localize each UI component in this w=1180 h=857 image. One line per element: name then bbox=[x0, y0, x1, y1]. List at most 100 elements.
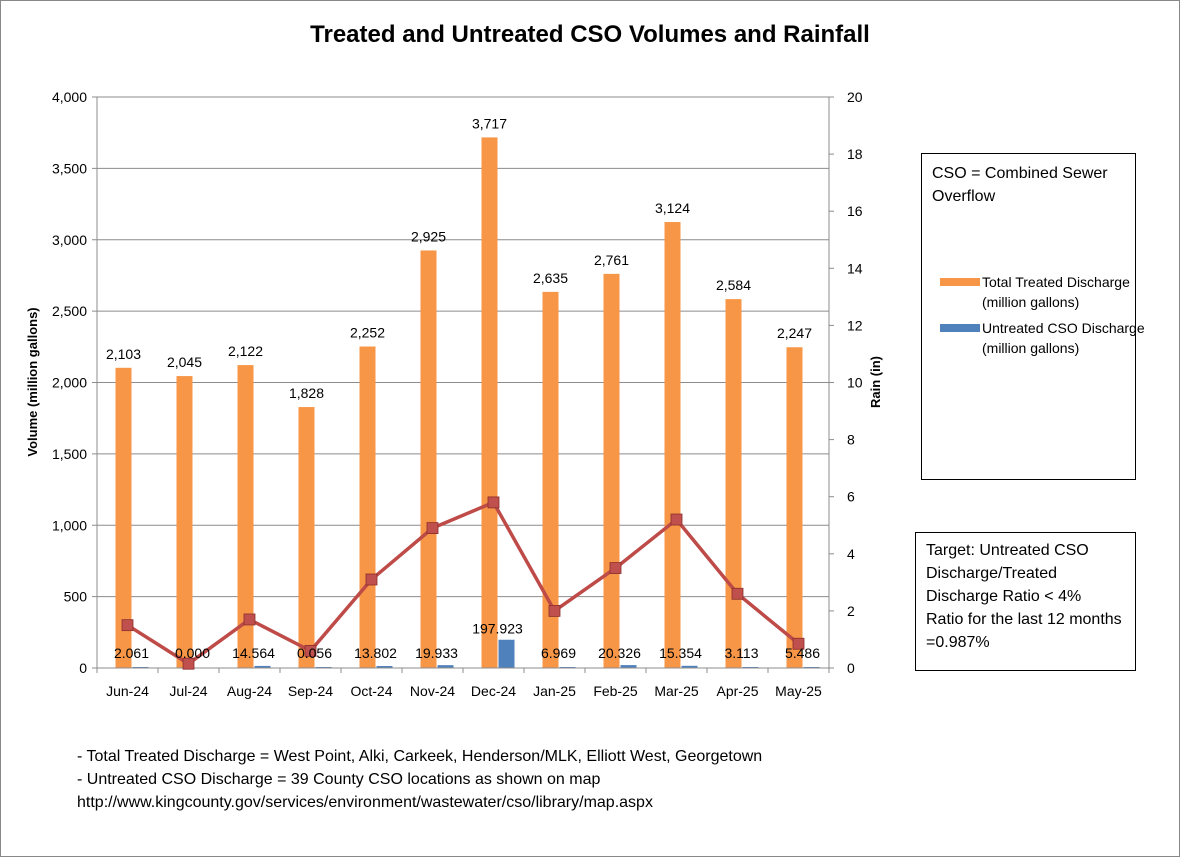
bar-treated-jun-24 bbox=[115, 367, 132, 668]
footnote-url[interactable]: http://www.kingcounty.gov/services/envir… bbox=[77, 794, 653, 811]
y-right-tick-label: 0 bbox=[847, 660, 855, 676]
label-untreated-oct-24: 13.802 bbox=[354, 645, 397, 661]
rain-marker-oct-24 bbox=[365, 573, 378, 586]
label-untreated-jun-24: 2.061 bbox=[114, 645, 149, 661]
label-treated-jun-24: 2,103 bbox=[106, 346, 141, 362]
y-right-tick-label: 8 bbox=[847, 432, 855, 448]
y-right-tick-label: 20 bbox=[847, 89, 863, 105]
bar-treated-dec-24 bbox=[481, 137, 498, 668]
bar-untreated-dec-24 bbox=[498, 639, 515, 668]
bar-treated-feb-25 bbox=[603, 273, 620, 668]
label-treated-mar-25: 3,124 bbox=[655, 200, 690, 216]
axes: 0 500 1,000 1,500 2,000 2,500 3,000 3,500 4,000 0… bbox=[52, 89, 863, 699]
legend-swatch-untreated bbox=[940, 324, 980, 332]
y-right-tick-label: 12 bbox=[847, 317, 863, 333]
bar-treated-nov-24 bbox=[420, 250, 437, 669]
bar-untreated-aug-24 bbox=[254, 665, 271, 668]
bar-untreated-feb-25 bbox=[620, 665, 637, 668]
rain-marker-jun-24 bbox=[121, 619, 134, 632]
label-untreated-sep-24: 0.056 bbox=[297, 645, 332, 661]
label-treated-aug-24: 2,122 bbox=[228, 343, 263, 359]
footnotes: - Total Treated Discharge = West Point, … bbox=[77, 745, 762, 814]
chart-title: Treated and Untreated CSO Volumes and Ra… bbox=[310, 21, 870, 48]
y-left-tick-label: 500 bbox=[64, 589, 88, 605]
label-treated-jul-24: 2,045 bbox=[167, 354, 202, 370]
x-tick-label: Jan-25 bbox=[533, 683, 576, 699]
label-treated-oct-24: 2,252 bbox=[350, 325, 385, 341]
rain-marker-sep-24 bbox=[304, 644, 317, 657]
y-axis-right-title: Rain (in) bbox=[868, 356, 883, 408]
rain-marker-jul-24 bbox=[182, 657, 195, 670]
label-untreated-jul-24: 0.000 bbox=[175, 645, 210, 661]
bar-treated-mar-25 bbox=[664, 222, 681, 668]
label-untreated-dec-24: 197.923 bbox=[472, 621, 523, 637]
label-treated-apr-25: 2,584 bbox=[716, 277, 751, 293]
x-tick-label: Feb-25 bbox=[593, 683, 638, 699]
label-treated-may-25: 2,247 bbox=[777, 325, 812, 341]
legend-label-treated: Total Treated Discharge (million gallons… bbox=[982, 274, 1130, 310]
rain-line bbox=[121, 496, 805, 670]
y-right-tick-label: 6 bbox=[847, 489, 855, 505]
rain-marker-nov-24 bbox=[426, 522, 439, 535]
gridlines bbox=[97, 96, 829, 669]
rain-line-path bbox=[126, 500, 800, 666]
y-left-tick-label: 0 bbox=[79, 660, 87, 676]
footnote-untreated: - Untreated CSO Discharge = 39 County CS… bbox=[77, 771, 601, 788]
y-axis-left-title: Volume (million gallons) bbox=[25, 307, 40, 456]
x-tick-label: Jul-24 bbox=[169, 683, 207, 699]
label-untreated-jan-25: 6.969 bbox=[541, 645, 576, 661]
legend-box: CSO = Combined Sewer Overflow Total Trea… bbox=[921, 153, 1145, 480]
legend-entry-treated: Total Treated Discharge (million gallons… bbox=[940, 272, 1152, 312]
bar-untreated-mar-25 bbox=[681, 665, 698, 668]
y-left-tick-label: 2,500 bbox=[52, 303, 87, 319]
y-left-tick-label: 3,000 bbox=[52, 232, 87, 248]
data-labels: 2,103 2.061 2,045 0.000 2,122 14.564 1,828 0.05… bbox=[106, 115, 820, 661]
x-tick-label: Nov-24 bbox=[410, 683, 455, 699]
rain-marker-apr-25 bbox=[731, 587, 744, 600]
bar-treated-oct-24 bbox=[359, 346, 376, 668]
footnote-treated: - Total Treated Discharge = West Point, … bbox=[77, 748, 763, 765]
y-left-tick-label: 2,000 bbox=[52, 375, 87, 391]
x-tick-label: Apr-25 bbox=[716, 683, 758, 699]
legend-entry-untreated: Untreated CSO Discharge (million gallons… bbox=[940, 318, 1152, 358]
legend-note: CSO = Combined Sewer Overflow bbox=[932, 165, 1108, 205]
y-right-tick-label: 16 bbox=[847, 203, 863, 219]
label-treated-jan-25: 2,635 bbox=[533, 270, 568, 286]
y-right-tick-label: 10 bbox=[847, 375, 863, 391]
bar-treated-apr-25 bbox=[725, 299, 742, 668]
label-treated-nov-24: 2,925 bbox=[411, 228, 446, 244]
rain-marker-jan-25 bbox=[548, 605, 561, 617]
rain-marker-mar-25 bbox=[670, 513, 683, 526]
x-tick-label: Dec-24 bbox=[471, 683, 516, 699]
y-right-tick-label: 18 bbox=[847, 146, 863, 162]
x-tick-label: Jun-24 bbox=[106, 683, 149, 699]
legend-label-untreated: Untreated CSO Discharge (million gallons… bbox=[982, 320, 1145, 356]
legend-swatch-treated bbox=[940, 278, 980, 286]
label-untreated-feb-25: 20.326 bbox=[598, 645, 641, 661]
bars bbox=[115, 137, 820, 669]
y-left-tick-label: 3,500 bbox=[52, 160, 87, 176]
x-tick-label: Mar-25 bbox=[654, 683, 699, 699]
bar-treated-may-25 bbox=[786, 347, 803, 668]
bar-untreated-nov-24 bbox=[437, 665, 454, 668]
bar-untreated-oct-24 bbox=[376, 666, 393, 668]
label-treated-sep-24: 1,828 bbox=[289, 385, 324, 401]
bar-treated-aug-24 bbox=[237, 365, 254, 668]
y-left-tick-label: 1,500 bbox=[52, 446, 87, 462]
rain-marker-may-25 bbox=[792, 637, 805, 650]
rain-marker-feb-25 bbox=[609, 562, 622, 574]
bar-treated-jul-24 bbox=[176, 376, 193, 668]
x-tick-label: Sep-24 bbox=[288, 683, 333, 699]
x-tick-label: May-25 bbox=[775, 683, 822, 699]
y-right-tick-label: 14 bbox=[847, 260, 863, 276]
target-box: Target: Untreated CSO Discharge/Treated … bbox=[915, 532, 1136, 671]
target-text: Target: Untreated CSO Discharge/Treated … bbox=[926, 542, 1089, 605]
label-untreated-may-25: 5.486 bbox=[785, 645, 820, 661]
label-untreated-mar-25: 15.354 bbox=[659, 645, 702, 661]
label-untreated-nov-24: 19.933 bbox=[415, 645, 458, 661]
label-untreated-apr-25: 3.113 bbox=[725, 645, 759, 661]
bar-treated-sep-24 bbox=[298, 407, 315, 668]
bar-treated-jan-25 bbox=[542, 291, 559, 668]
y-right-tick-label: 2 bbox=[847, 603, 855, 619]
